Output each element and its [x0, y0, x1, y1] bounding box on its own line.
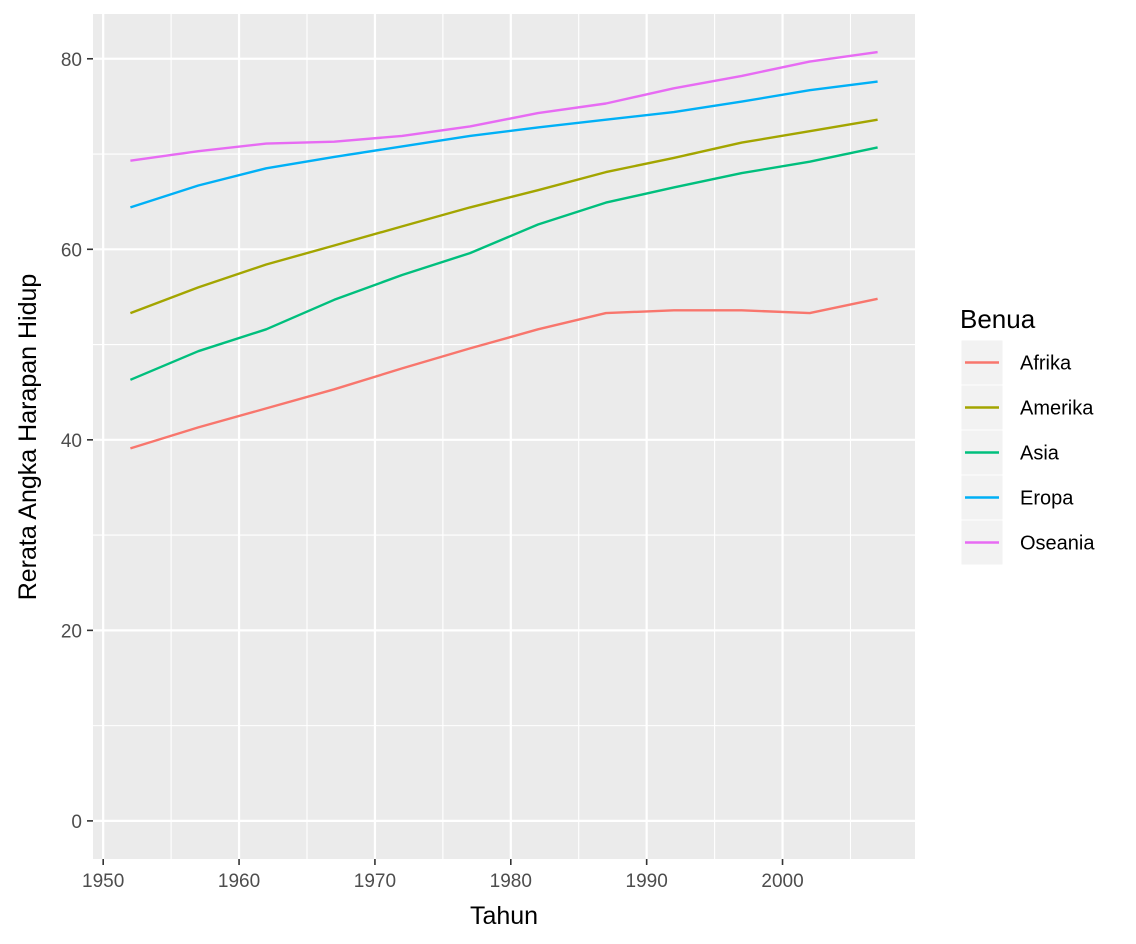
y-axis-title: Rerata Angka Harapan Hidup	[14, 274, 42, 601]
x-axis: 1950 1960 1970 1980 1990 2000	[82, 859, 804, 892]
x-axis-title: Tahun	[470, 902, 538, 930]
series-line-afrika	[130, 297, 878, 450]
series-line-asia	[129, 146, 878, 381]
legend-title: Benua	[960, 304, 1036, 334]
legend-label-eropa: Eropa	[1020, 488, 1074, 510]
x-tick-label: 1960	[218, 871, 260, 892]
legend-label-asia: Asia	[1020, 443, 1060, 465]
series-line-amerika	[129, 118, 878, 315]
x-tick-label: 1980	[490, 871, 532, 892]
series-lines	[129, 50, 878, 450]
legend-label-amerika: Amerika	[1020, 398, 1094, 420]
legend: Benua Afrika Amerika Asia Eropa Oseania	[960, 304, 1095, 566]
y-tick-label: 40	[61, 431, 82, 452]
legend-label-afrika: Afrika	[1020, 353, 1072, 375]
series-line-eropa	[130, 80, 878, 209]
y-axis: 0 20 40 60 80	[61, 50, 93, 833]
plot-panel	[93, 14, 915, 859]
x-tick-label: 1950	[82, 871, 124, 892]
x-tick-label: 1970	[354, 871, 396, 892]
y-tick-label: 80	[61, 50, 82, 71]
y-tick-label: 60	[61, 240, 82, 261]
legend-label-oseania: Oseania	[1020, 533, 1095, 555]
x-tick-label: 2000	[761, 871, 803, 892]
x-tick-label: 1990	[626, 871, 668, 892]
minor-gridlines	[93, 14, 915, 859]
major-gridlines	[93, 14, 915, 859]
series-line-oseania	[130, 50, 878, 162]
y-tick-label: 0	[71, 812, 82, 833]
y-tick-label: 20	[61, 621, 82, 642]
